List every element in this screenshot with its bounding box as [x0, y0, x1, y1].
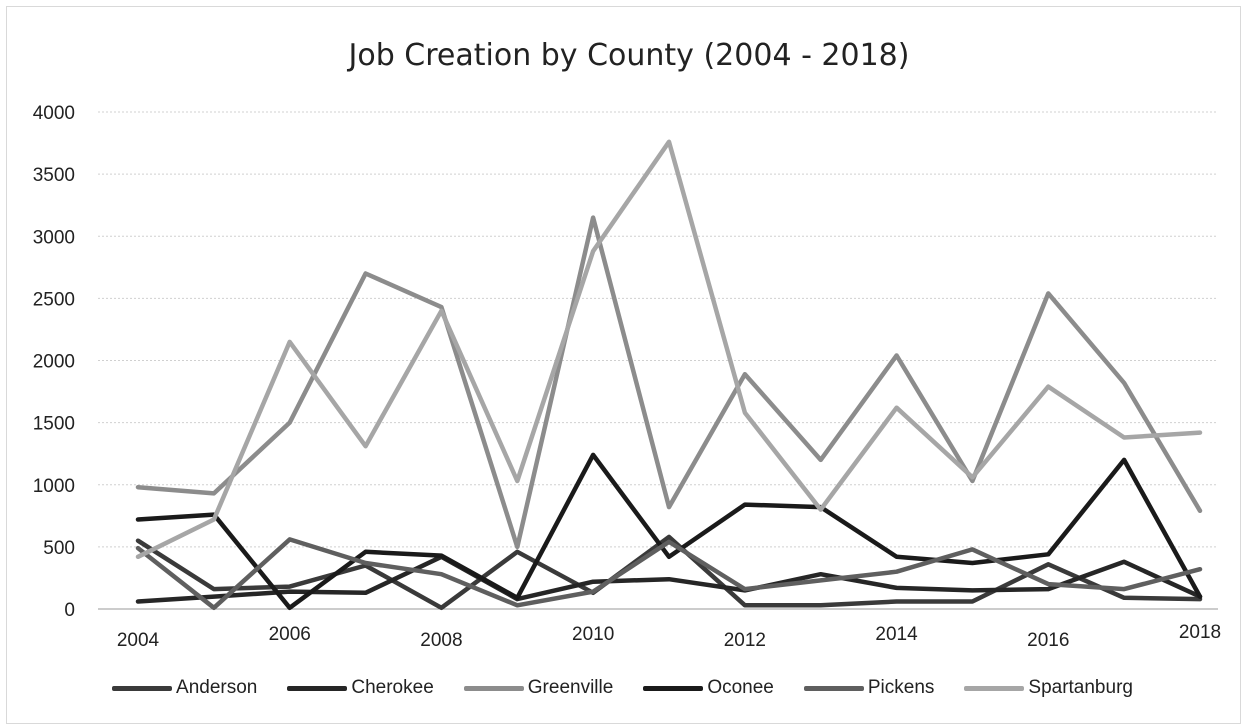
x-axis-ticks: 2004 2006 2008 2010 2012 2014 2016 2018: [117, 622, 1221, 651]
x-tick-label: 2006: [269, 624, 311, 645]
legend-label: Anderson: [176, 677, 258, 698]
legend-item-pickens: Pickens: [803, 677, 935, 699]
legend-swatch: [964, 685, 1025, 691]
legend-label: Spartanburg: [1028, 677, 1133, 698]
legend: Anderson Cherokee Greenville Oconee Pickens S…: [0, 677, 1245, 699]
x-tick-label: 2012: [724, 630, 766, 651]
series-line-anderson: [135, 534, 1203, 611]
legend-swatch: [803, 685, 864, 691]
y-axis-ticks: 0 500 1000 1500 2000 2500 3000 3500 4000: [33, 103, 75, 621]
y-tick-label: 3000: [33, 227, 75, 248]
gridlines: [98, 111, 1218, 610]
legend-swatch: [643, 685, 704, 691]
series-line-cherokee: [135, 554, 1203, 604]
legend-item-anderson: Anderson: [112, 677, 257, 699]
legend-label: Greenville: [527, 677, 614, 698]
x-tick-label: 2004: [117, 630, 160, 651]
legend-label: Pickens: [867, 677, 935, 698]
series-line-oconee: [135, 452, 1203, 611]
y-tick-label: 0: [64, 600, 75, 621]
y-tick-label: 2000: [33, 352, 75, 373]
legend-item-oconee: Oconee: [643, 677, 774, 699]
series-line-pickens: [135, 537, 1203, 611]
legend-swatch: [287, 685, 348, 691]
series-line-spartanburg: [135, 139, 1203, 560]
y-tick-label: 3500: [33, 165, 75, 186]
x-tick-label: 2010: [572, 624, 614, 645]
series-line-greenville: [135, 215, 1203, 550]
legend-label: Oconee: [707, 677, 774, 698]
chart-title: Job Creation by County (2004 - 2018): [348, 38, 910, 73]
y-tick-label: 4000: [33, 103, 75, 124]
x-tick-label: 2014: [875, 624, 918, 645]
y-tick-label: 2500: [33, 289, 75, 310]
legend-item-spartanburg: Spartanburg: [964, 677, 1133, 699]
legend-label: Cherokee: [351, 677, 434, 698]
x-tick-label: 2016: [1027, 630, 1069, 651]
legend-swatch: [463, 685, 524, 691]
y-tick-label: 500: [43, 538, 75, 559]
legend-item-cherokee: Cherokee: [287, 677, 434, 699]
legend-item-greenville: Greenville: [463, 677, 614, 699]
y-tick-label: 1000: [33, 476, 75, 497]
y-tick-label: 1500: [33, 414, 75, 435]
legend-swatch: [112, 685, 173, 691]
series-lines: [135, 139, 1203, 611]
x-tick-label: 2008: [420, 630, 462, 651]
x-tick-label: 2018: [1179, 622, 1221, 643]
